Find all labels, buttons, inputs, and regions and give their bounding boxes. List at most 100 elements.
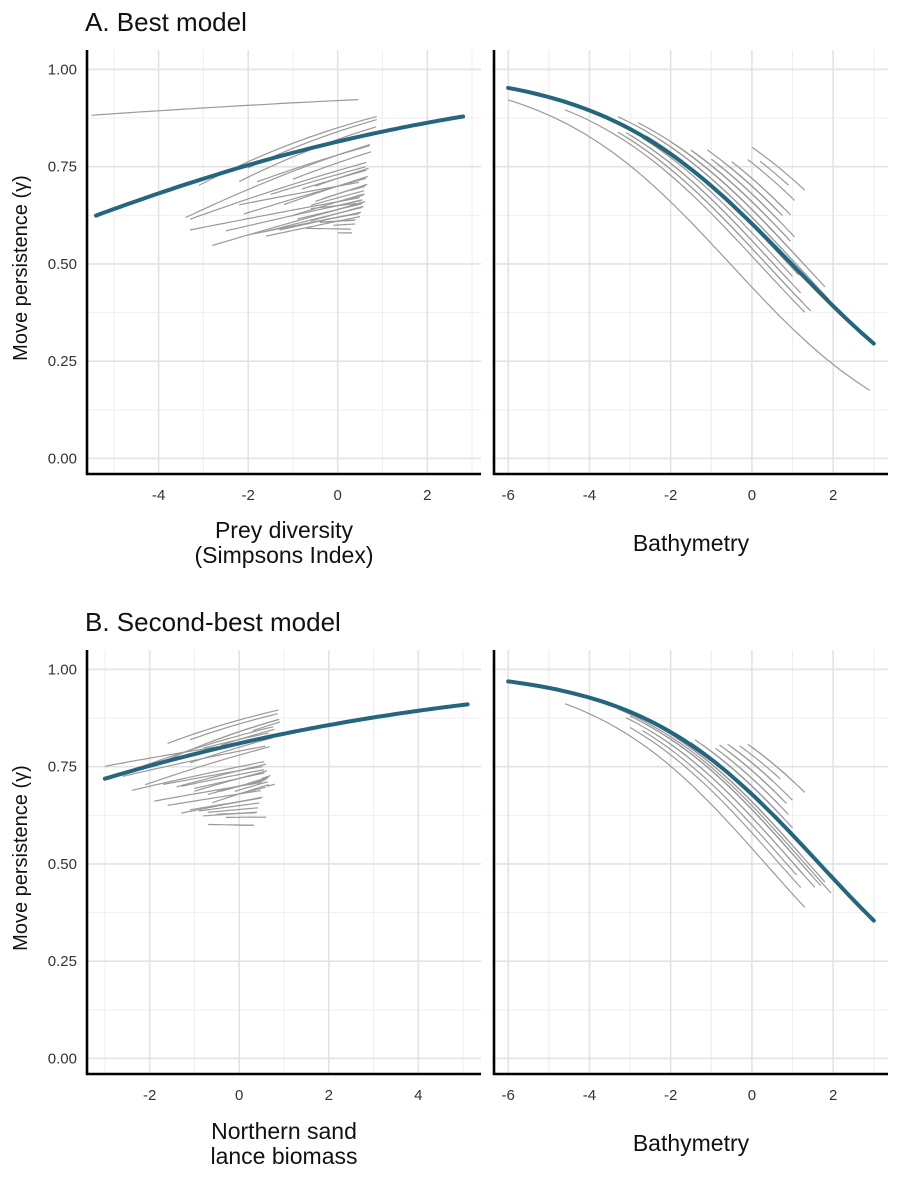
population-curve [506,85,876,346]
individual-curve [674,736,777,828]
individual-curve [261,774,271,780]
x-axis-label: Prey diversity [215,517,354,543]
individual-curve [719,744,775,792]
x-tick-label: -2 [143,1087,156,1104]
individual-curve [310,202,358,210]
individual-curve [270,166,366,195]
individual-curve [207,807,259,813]
x-tick-label: -6 [502,487,515,504]
individual-curve [212,784,269,804]
population-curve [102,702,470,781]
individual-curve [759,160,789,186]
x-tick-label: 0 [235,1087,243,1104]
x-tick-label: 0 [334,487,342,504]
individual-curve [324,213,360,221]
y-tick-label: 0.75 [48,759,77,776]
individual-curve [719,165,775,217]
individual-curve [266,783,275,787]
individual-curve [324,184,367,199]
y-tick-label: 0.00 [48,1050,77,1067]
individual-curve [564,109,806,313]
y-axis-label-b: Move persistence (γ) [10,765,32,951]
grid [87,650,481,1074]
population-curve [94,114,466,218]
individual-curve [176,763,267,788]
individual-curve [315,167,369,187]
x-tick-label: -4 [152,487,165,504]
x-axis-label: (Simpsons Index) [195,542,374,568]
individual-curve [702,745,777,811]
individual-curve [629,715,822,887]
individual-curve [256,145,370,183]
y-axis-label-a: Move persistence (γ) [10,175,32,361]
individual-curve [189,713,278,741]
individual-curve [564,703,806,908]
individual-lines [104,709,281,826]
individual-curve [508,99,871,391]
x-tick-label: -2 [664,487,677,504]
individual-curve [694,739,769,803]
x-tick-label: 0 [748,487,756,504]
individual-curve [333,223,356,226]
x-tick-label: 4 [414,1087,422,1104]
x-tick-label: -4 [583,1087,596,1104]
individual-curve [252,721,281,732]
individual-lines [564,703,832,908]
y-tick-label: 0.25 [48,353,77,370]
individual-curve [625,136,804,304]
individual-curve [297,203,362,220]
individual-curve [751,146,806,191]
grid [494,650,888,1074]
individual-curve [265,216,361,237]
y-tick-label: 0.00 [48,450,77,467]
individual-curve [751,746,796,784]
individual-curve [234,781,269,792]
y-tick-label: 0.25 [48,953,77,970]
individual-curve [91,99,359,116]
individual-curve [731,161,785,210]
x-tick-label: 2 [325,1087,333,1104]
x-tick-label: 2 [423,487,431,504]
individual-curve [221,728,275,746]
individual-curve [225,816,255,819]
y-tick-label: 0.50 [48,856,77,873]
individual-curve [747,159,796,201]
individual-curve [629,134,802,294]
individual-curve [346,194,364,200]
individual-curve [723,161,773,206]
individual-curve [310,190,365,206]
individual-curve [198,802,260,812]
x-tick-label: -2 [664,1087,677,1104]
y-tick-label: 0.50 [48,256,77,273]
panel-bathymetry-a: -6 -4 -2 0 2 Bathymetry [492,50,888,556]
x-tick-label: -4 [583,487,596,504]
x-axis-label: Bathymetry [633,1130,750,1156]
y-tick-label: 1.00 [48,661,77,678]
grid [494,50,888,474]
individual-curve [617,131,812,312]
individual-curve [641,729,798,876]
individual-curve [690,149,763,213]
individual-curve [203,732,269,749]
x-axis-label: Bathymetry [633,530,750,556]
individual-curve [194,770,268,792]
individual-curve [650,730,804,875]
individual-curve [723,753,781,807]
x-tick-label: 2 [829,487,837,504]
individual-curve [727,743,767,776]
x-tick-label: 0 [748,1087,756,1104]
section-a-title: A. Best model [85,7,247,37]
individual-curve [189,197,360,231]
individual-curve [167,709,279,744]
individual-curve [145,746,270,786]
individual-curve [739,745,781,780]
panel-prey-diversity: -4 -2 0 2 0.00 0.25 0.50 0.75 1.00 Prey diversity… [48,50,481,568]
individual-curve [189,797,261,811]
individual-curve [189,161,367,220]
individual-curve [180,769,265,787]
individual-curve [629,726,802,888]
x-axis-label: lance biomass [210,1143,357,1169]
grid [87,50,481,474]
individual-curve [292,151,372,180]
